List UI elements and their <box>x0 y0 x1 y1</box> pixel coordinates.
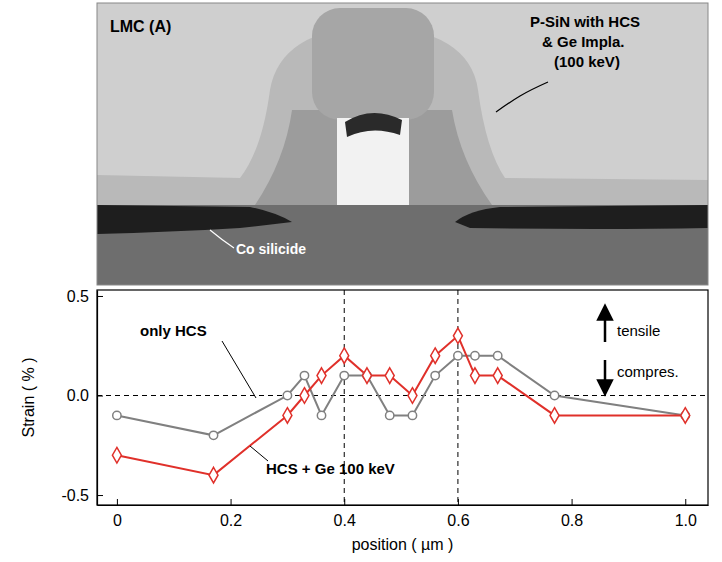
tick-label: 0.6 <box>447 512 469 529</box>
series-marker <box>113 411 121 419</box>
series-marker <box>283 408 292 424</box>
axis-line <box>97 291 98 506</box>
tick: 0.6 <box>447 499 469 529</box>
tick-label: 0.4 <box>334 512 356 529</box>
gate-silicide <box>345 113 402 137</box>
series-marker <box>283 391 291 399</box>
reference-line <box>457 290 458 505</box>
annotation-arrow <box>604 312 607 342</box>
tick-mark <box>572 499 573 505</box>
tick-mark <box>97 495 103 496</box>
series-marker <box>385 368 394 384</box>
series-marker <box>340 371 348 379</box>
series-line <box>117 336 685 475</box>
silicide-left <box>97 205 292 234</box>
tick-label: 0.0 <box>67 387 89 404</box>
annotation: compres. <box>617 363 679 380</box>
tick-label: 0.5 <box>67 288 89 305</box>
series-label: only HCS <box>140 322 207 339</box>
series-marker <box>494 352 502 360</box>
axis-line <box>98 505 709 506</box>
tick-mark <box>685 499 686 505</box>
tick-mark <box>117 499 118 505</box>
series-marker <box>300 388 309 404</box>
label-leader <box>250 446 268 461</box>
tick: 0.4 <box>334 499 356 529</box>
series-marker <box>317 368 326 384</box>
series-marker <box>431 348 440 364</box>
series-marker <box>550 408 559 424</box>
tick-mark <box>231 499 232 505</box>
x-axis: 0 0.2 0.4 0.6 0.8 1.0 <box>98 499 709 529</box>
series-marker <box>470 368 479 384</box>
series-marker <box>454 352 462 360</box>
panel-label: LMC (A) <box>110 18 171 35</box>
plot-area <box>97 290 708 505</box>
plot-frame <box>97 290 708 505</box>
substrate <box>97 205 708 285</box>
series-marker <box>112 447 121 463</box>
micrograph-ground <box>97 3 708 285</box>
tick: 1.0 <box>675 499 697 529</box>
y-axis: -0.5 0.0 0.5 <box>61 288 103 506</box>
tick: 0.5 <box>67 288 103 305</box>
tick-mark <box>97 296 103 297</box>
tick-label: 0.8 <box>561 512 583 529</box>
micrograph-border <box>97 3 708 285</box>
series-marker <box>317 411 325 419</box>
silicide-right <box>455 205 708 229</box>
series-marker <box>493 368 502 384</box>
series-marker <box>453 328 462 344</box>
tick: 0.2 <box>220 499 242 529</box>
series-marker <box>408 388 417 404</box>
tick: 0 <box>113 499 122 529</box>
gate-cap <box>312 8 434 120</box>
tick-label: 0 <box>113 512 122 529</box>
annotation-arrow <box>604 360 607 388</box>
series-marker <box>340 348 349 364</box>
series-marker <box>209 431 217 439</box>
tick-label: 1.0 <box>675 512 697 529</box>
tick-label: 0.2 <box>220 512 242 529</box>
spacer <box>255 110 492 205</box>
series-marker <box>386 411 394 419</box>
film-leader <box>496 82 548 112</box>
series-marker <box>550 391 558 399</box>
series-label: HCS + Ge 100 keV <box>266 460 395 477</box>
film-label: (100 keV) <box>554 53 620 70</box>
series-marker <box>362 368 371 384</box>
series-line <box>117 356 685 436</box>
y-axis-title: Strain ( % ) <box>20 357 37 437</box>
series-marker <box>431 371 439 379</box>
label-leader <box>222 341 256 398</box>
series-marker <box>300 371 308 379</box>
reference-line <box>97 395 708 396</box>
tick: -0.5 <box>61 487 103 504</box>
micrograph: LMC (A) P-SiN with HCS & Ge Impla. (100 keV… <box>97 3 708 285</box>
series-marker <box>209 467 218 483</box>
annotation: tensile <box>617 322 660 339</box>
x-axis-title: position ( µm ) <box>352 536 454 553</box>
silicide-label: Co silicide <box>236 241 306 257</box>
tick: 0.8 <box>561 499 583 529</box>
series-marker <box>408 411 416 419</box>
figure: LMC (A) P-SiN with HCS & Ge Impla. (100 keV… <box>0 0 722 562</box>
film-label: & Ge Impla. <box>542 33 625 50</box>
film-label: P-SiN with HCS <box>530 13 640 30</box>
series-marker <box>471 352 479 360</box>
silicide-leader <box>210 230 234 248</box>
tick-label: -0.5 <box>61 487 89 504</box>
series-marker <box>681 408 690 424</box>
